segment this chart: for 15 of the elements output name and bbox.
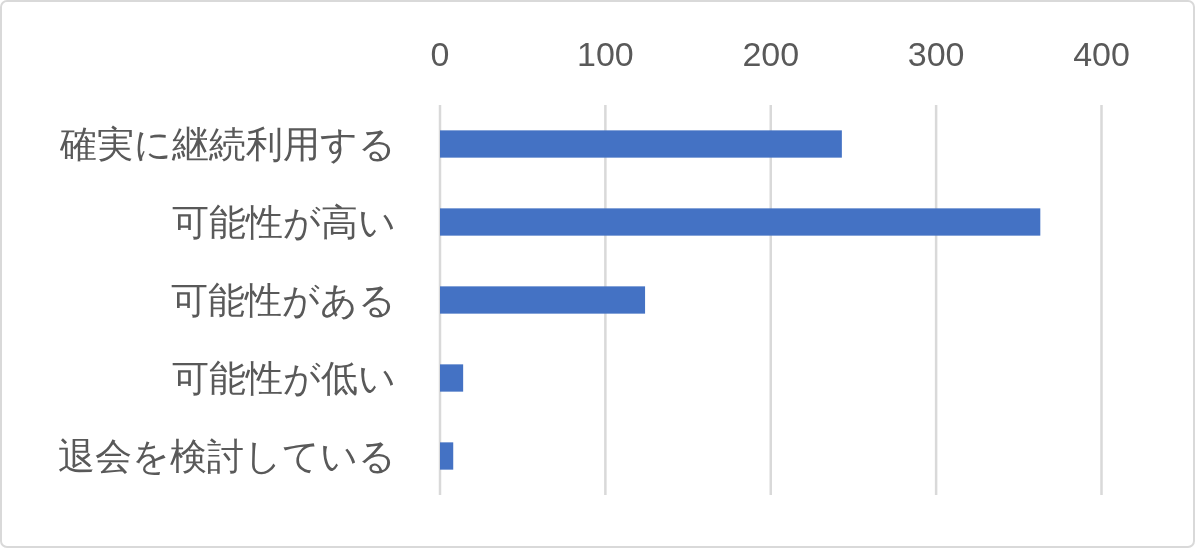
x-tick-label: 300 xyxy=(907,35,965,73)
y-tick-label: 可能性が低い xyxy=(172,358,396,399)
bar xyxy=(440,364,464,392)
bar xyxy=(440,442,454,470)
bar xyxy=(440,130,842,158)
x-tick-label: 0 xyxy=(430,35,450,73)
y-tick-label: 可能性が高い xyxy=(172,202,396,243)
y-tick-label: 可能性がある xyxy=(171,280,396,321)
x-tick-label: 400 xyxy=(1073,35,1130,73)
y-tick-label: 確実に継続利用する xyxy=(59,124,396,165)
bar xyxy=(440,208,1041,236)
x-tick-label: 100 xyxy=(577,35,634,73)
x-tick-label: 200 xyxy=(742,35,800,73)
bar xyxy=(440,286,646,314)
y-tick-label: 退会を検討している xyxy=(58,436,396,477)
